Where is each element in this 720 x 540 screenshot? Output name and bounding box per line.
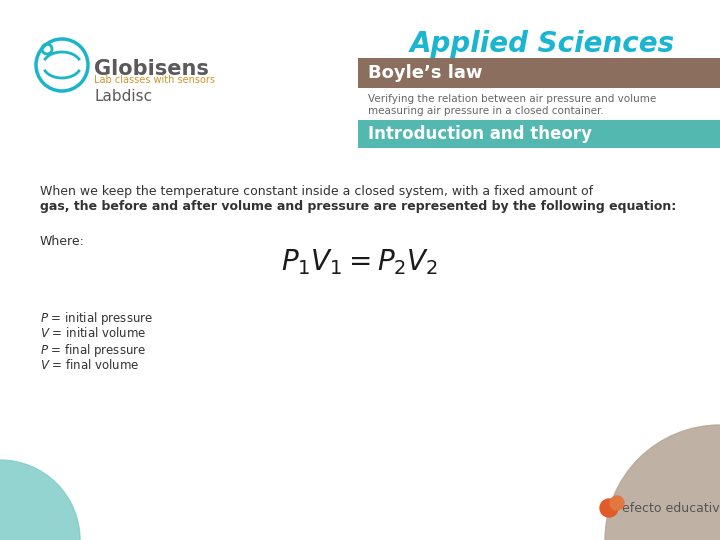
Circle shape [0, 460, 80, 540]
Text: gas, the before and after volume and pressure are represented by the following e: gas, the before and after volume and pre… [40, 200, 676, 213]
Text: Introduction and theory: Introduction and theory [368, 125, 592, 143]
Text: Applied Sciences: Applied Sciences [410, 30, 675, 58]
FancyBboxPatch shape [358, 58, 720, 88]
Text: Where:: Where: [40, 235, 85, 248]
Text: When we keep the temperature constant inside a closed system, with a fixed amoun: When we keep the temperature constant in… [40, 185, 593, 198]
Circle shape [610, 496, 624, 510]
Text: Lab classes with sensors: Lab classes with sensors [94, 75, 215, 85]
Text: measuring air pressure in a closed container.: measuring air pressure in a closed conta… [368, 106, 604, 116]
Text: efecto educativo: efecto educativo [622, 502, 720, 515]
Text: $\mathit{P}$ = final pressure: $\mathit{P}$ = final pressure [40, 342, 146, 359]
Circle shape [600, 499, 618, 517]
Text: $\mathit{V}$ = final volume: $\mathit{V}$ = final volume [40, 358, 139, 372]
Text: Globisens: Globisens [94, 59, 209, 79]
Text: $P_1V_1 = P_2V_2$: $P_1V_1 = P_2V_2$ [282, 247, 438, 277]
FancyBboxPatch shape [358, 120, 720, 148]
Text: Labdisc: Labdisc [94, 89, 152, 104]
Circle shape [605, 425, 720, 540]
Text: $\mathit{P}$ = initial pressure: $\mathit{P}$ = initial pressure [40, 310, 153, 327]
Text: $\mathit{V}$ = initial volume: $\mathit{V}$ = initial volume [40, 326, 146, 340]
Text: Verifying the relation between air pressure and volume: Verifying the relation between air press… [368, 94, 656, 104]
Text: Boyle’s law: Boyle’s law [368, 64, 482, 82]
